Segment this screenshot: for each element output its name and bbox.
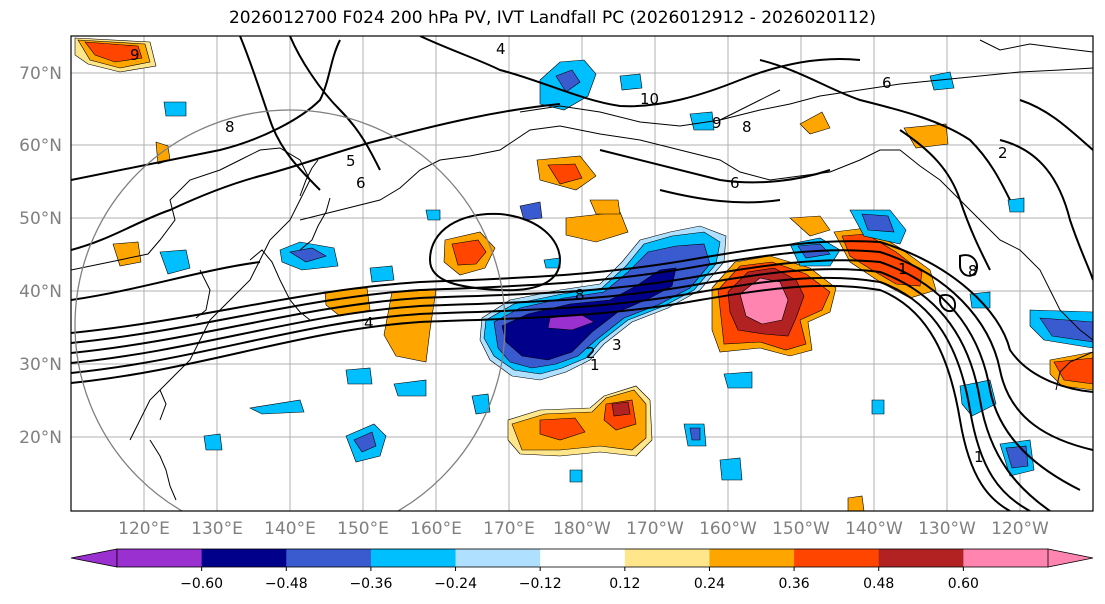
colorbar: −0.60 −0.48 −0.36 −0.24 −0.12 0.12 0.24 0.36 0.4… (70, 548, 1094, 592)
lon-label: 130°W (918, 519, 976, 539)
contour-label: 6 (730, 174, 740, 192)
lat-label: 40°N (19, 282, 62, 302)
map-title: 2026012700 F024 200 hPa PV, IVT Landfall… (228, 8, 876, 28)
colorbar-tick-label: 0.12 (609, 576, 640, 592)
lon-label: 160°E (410, 519, 462, 539)
contour-label: 6 (882, 74, 892, 92)
colorbar-swatch (794, 549, 880, 567)
colorbar-swatch (624, 549, 710, 567)
colorbar-extend-min (70, 548, 118, 568)
colorbar-swatch (201, 549, 287, 567)
lon-label: 150°W (772, 519, 830, 539)
contour-label: 3 (612, 336, 622, 354)
colorbar-swatch (117, 549, 203, 567)
lon-label: 170°W (626, 519, 684, 539)
contour-label: 1 (590, 356, 600, 374)
colorbar-swatch (540, 549, 626, 567)
lon-label: 180°W (553, 519, 611, 539)
colorbar-swatch (286, 549, 372, 567)
colorbar-swatch (963, 549, 1049, 567)
lat-label: 20°N (19, 428, 62, 448)
range-ring (74, 109, 506, 511)
contour-label: 6 (356, 174, 366, 192)
longitude-labels: 120°E 130°E 140°E 150°E 160°E 170°E 180°… (118, 519, 1049, 539)
lat-label: 70°N (19, 64, 62, 84)
contour-label: 5 (346, 152, 356, 170)
lat-label: 30°N (19, 355, 62, 375)
colorbar-tick-label: 0.60 (948, 576, 979, 592)
lon-label: 170°E (483, 519, 535, 539)
colorbar-frame (116, 548, 1049, 568)
coastlines (71, 39, 1093, 501)
colorbar-tick-label: −0.24 (434, 576, 477, 592)
lon-label: 140°E (264, 519, 316, 539)
lon-label: 130°E (191, 519, 243, 539)
lon-label: 160°W (699, 519, 757, 539)
lon-label: 140°W (845, 519, 903, 539)
lon-label: 120°E (118, 519, 170, 539)
lon-label: 120°W (991, 519, 1049, 539)
colorbar-extend-max (1047, 548, 1094, 568)
colorbar-tick-label: 0.24 (694, 576, 725, 592)
lon-label: 150°E (337, 519, 389, 539)
colorbar-tick-label: −0.60 (180, 576, 223, 592)
colorbar-swatch (878, 549, 964, 567)
colorbar-tick-label: 0.48 (863, 576, 894, 592)
contour-label: 2 (998, 144, 1008, 162)
colorbar-swatch (455, 549, 541, 567)
colorbar-tick-label: −0.36 (349, 576, 392, 592)
contour-label: 4 (364, 314, 374, 332)
contour-label: 1 (974, 448, 984, 466)
contour-label: 4 (496, 40, 506, 58)
contour-label: 8 (575, 286, 585, 304)
colorbar-swatch (709, 549, 795, 567)
contour-label: 9 (130, 46, 140, 64)
contour-label: 9 (712, 114, 722, 132)
map-frame (70, 35, 1094, 512)
lat-label: 60°N (19, 136, 62, 156)
contour-label: 1 (898, 260, 908, 278)
contour-label: 10 (640, 90, 659, 108)
contour-labels: 4 8 1 2 3 4 8 6 5 6 8 9 10 6 2 1 1 8 9 (130, 40, 1008, 466)
colorbar-tick-label: −0.12 (519, 576, 562, 592)
lat-label: 50°N (19, 209, 62, 229)
pv-contours (71, 36, 1093, 511)
contour-label: 2 (586, 344, 596, 362)
colorbar-swatch (370, 549, 457, 567)
contour-label: 8 (968, 262, 978, 280)
contour-label: 8 (742, 118, 752, 136)
colorbar-tick-label: 0.36 (779, 576, 810, 592)
latitude-labels: 70°N 60°N 50°N 40°N 30°N 20°N (19, 64, 62, 448)
contour-label: 8 (225, 118, 235, 136)
colorbar-tick-label: −0.48 (265, 576, 308, 592)
